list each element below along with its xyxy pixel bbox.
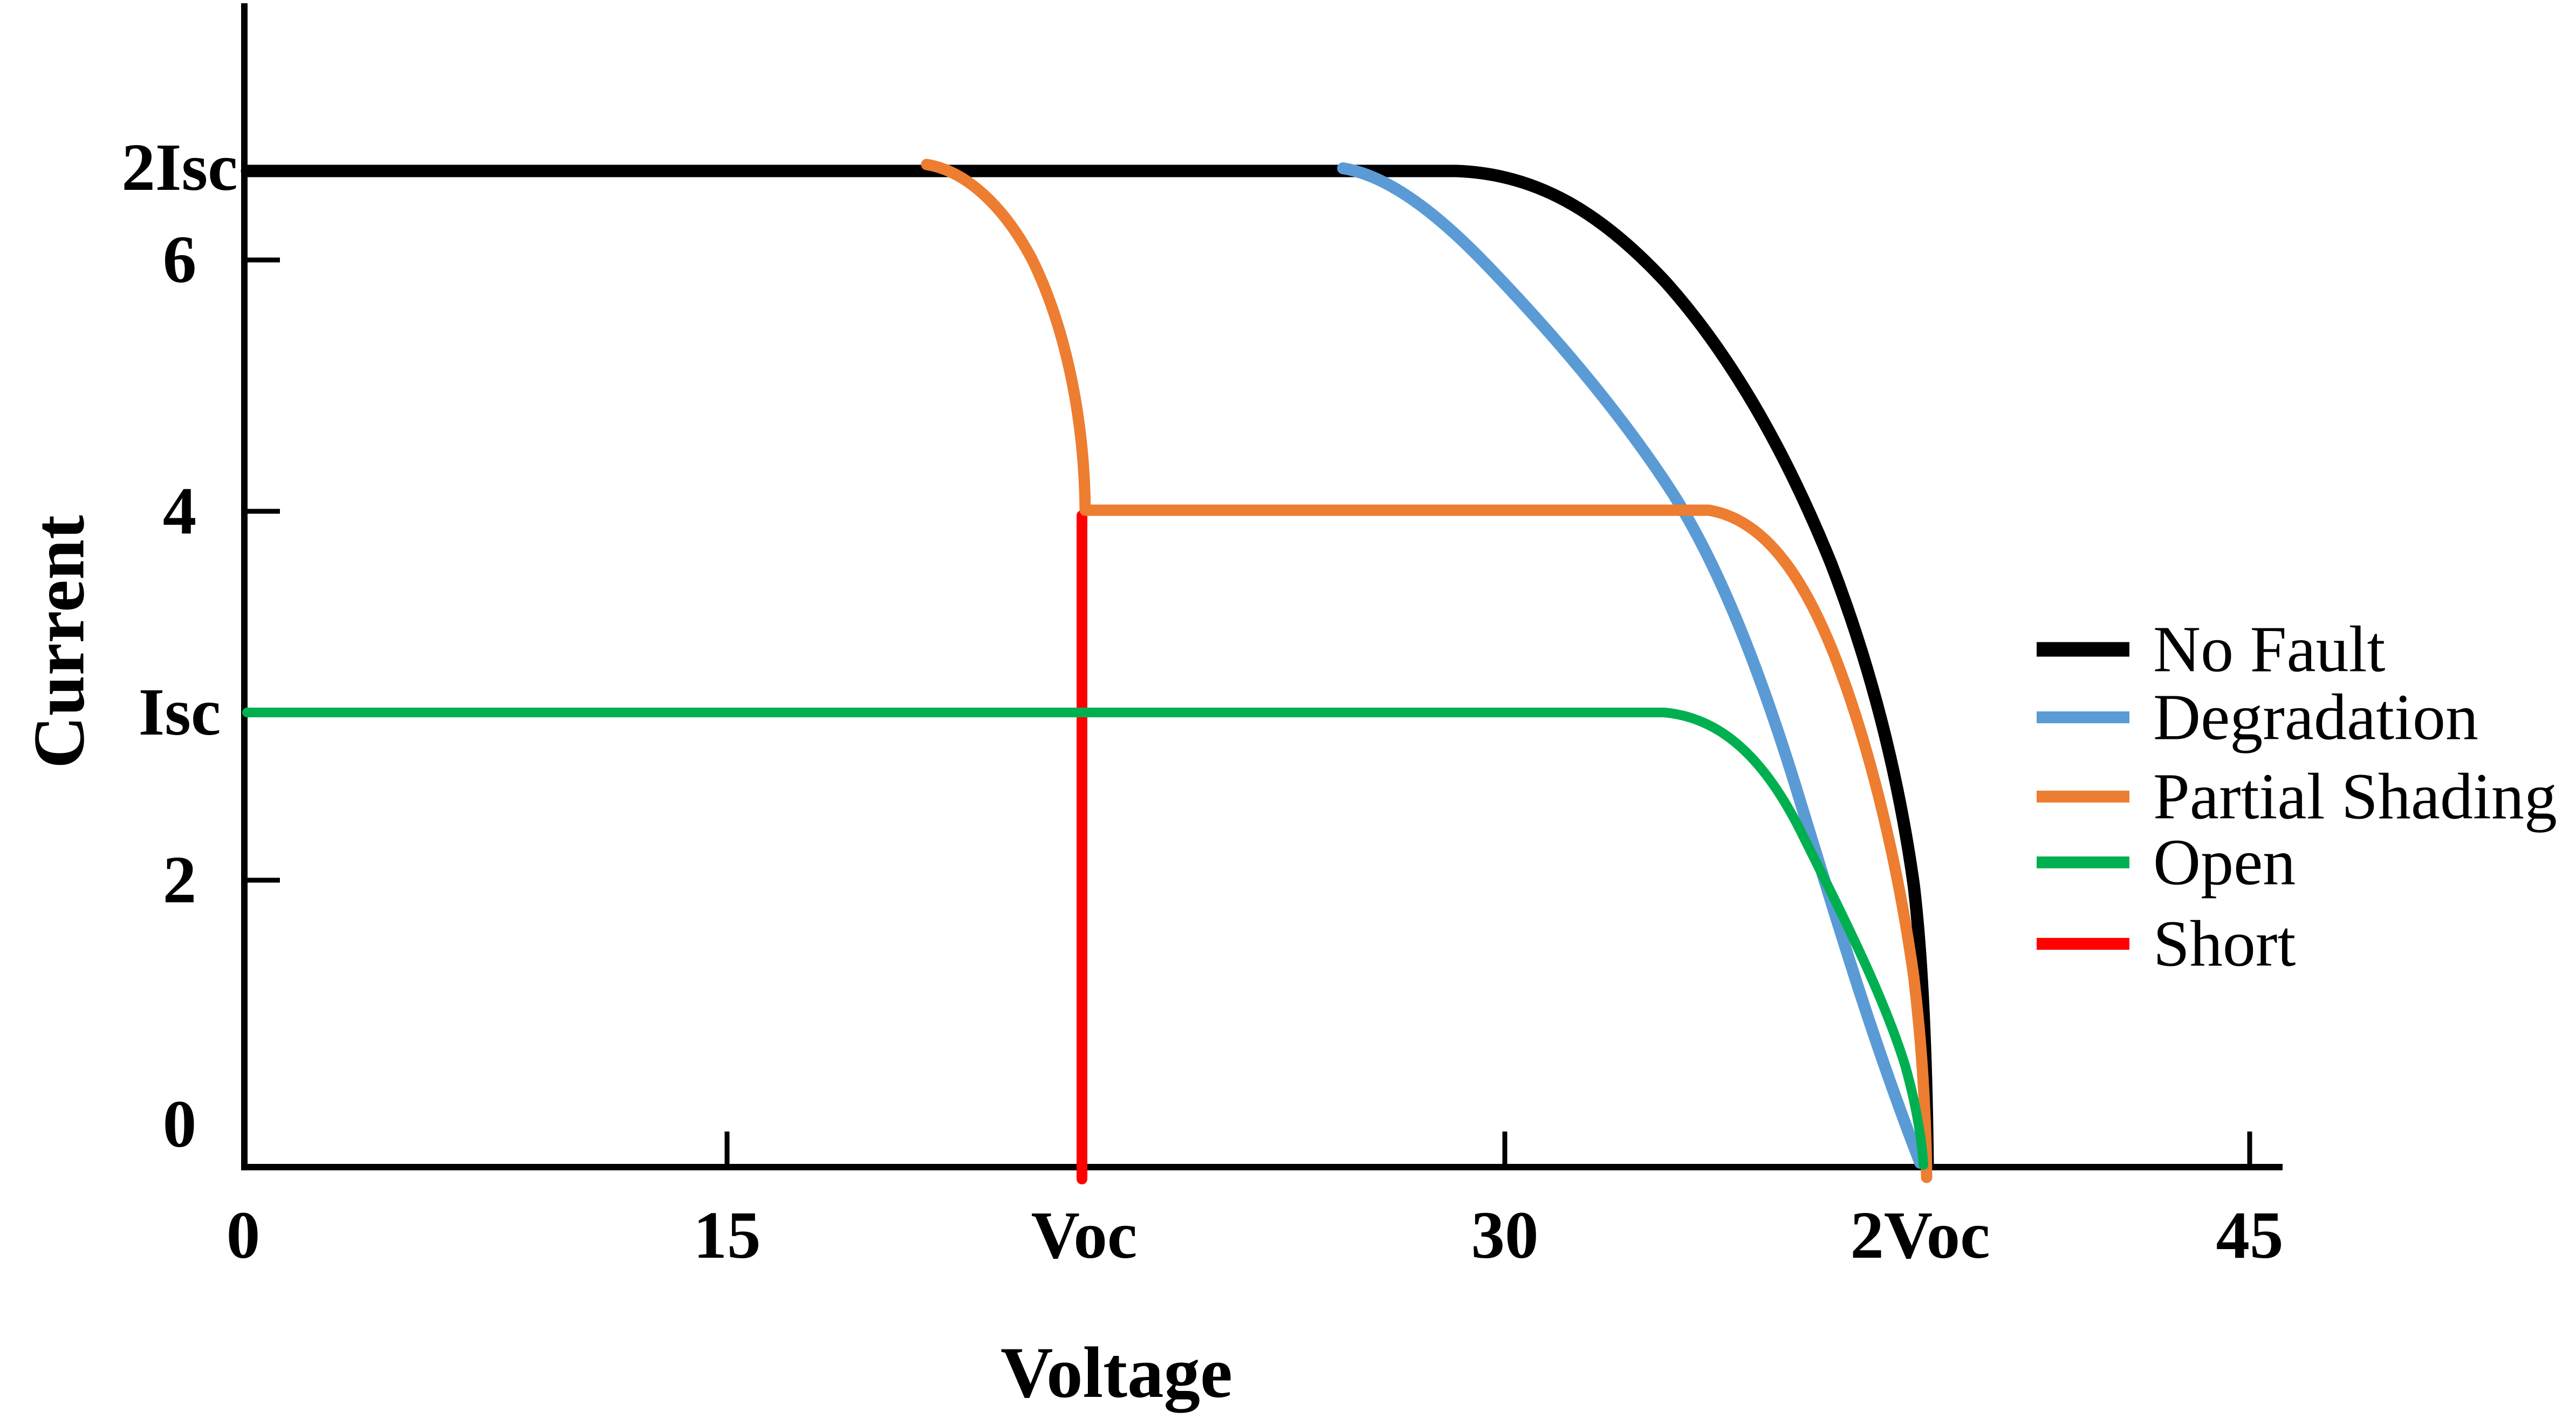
legend-label-short: Short [2153, 908, 2296, 981]
legend-label-partial-shading: Partial Shading [2153, 760, 2557, 833]
legend-label-degradation: Degradation [2153, 681, 2478, 754]
x-axis-title: Voltage [1001, 1333, 1232, 1413]
legend-label-no-fault: No Fault [2153, 613, 2386, 686]
x-tick-label: 0 [227, 1198, 261, 1273]
y-tick-label: Isc [139, 675, 221, 750]
y-tick-label: 2 [163, 843, 197, 917]
y-tick-label: 2Isc [121, 131, 237, 205]
curve-open [242, 708, 1928, 1170]
curve-partial-shading [921, 159, 1933, 1183]
legend-label-open: Open [2153, 826, 2296, 899]
curve-degradation [1337, 162, 1926, 1169]
x-tick-label: 2Voc [1850, 1198, 1990, 1273]
curve-no-fault [241, 164, 1934, 1170]
x-tick-label: 45 [2216, 1198, 2284, 1273]
y-tick-label: 6 [163, 223, 197, 297]
y-tick-label: 4 [163, 474, 197, 549]
x-tick-label: Voc [1031, 1198, 1138, 1273]
x-tick-label: 15 [694, 1198, 761, 1273]
y-tick-label: 0 [163, 1087, 197, 1162]
y-axis-title: Current [19, 515, 100, 769]
x-tick-label: 30 [1471, 1198, 1539, 1273]
